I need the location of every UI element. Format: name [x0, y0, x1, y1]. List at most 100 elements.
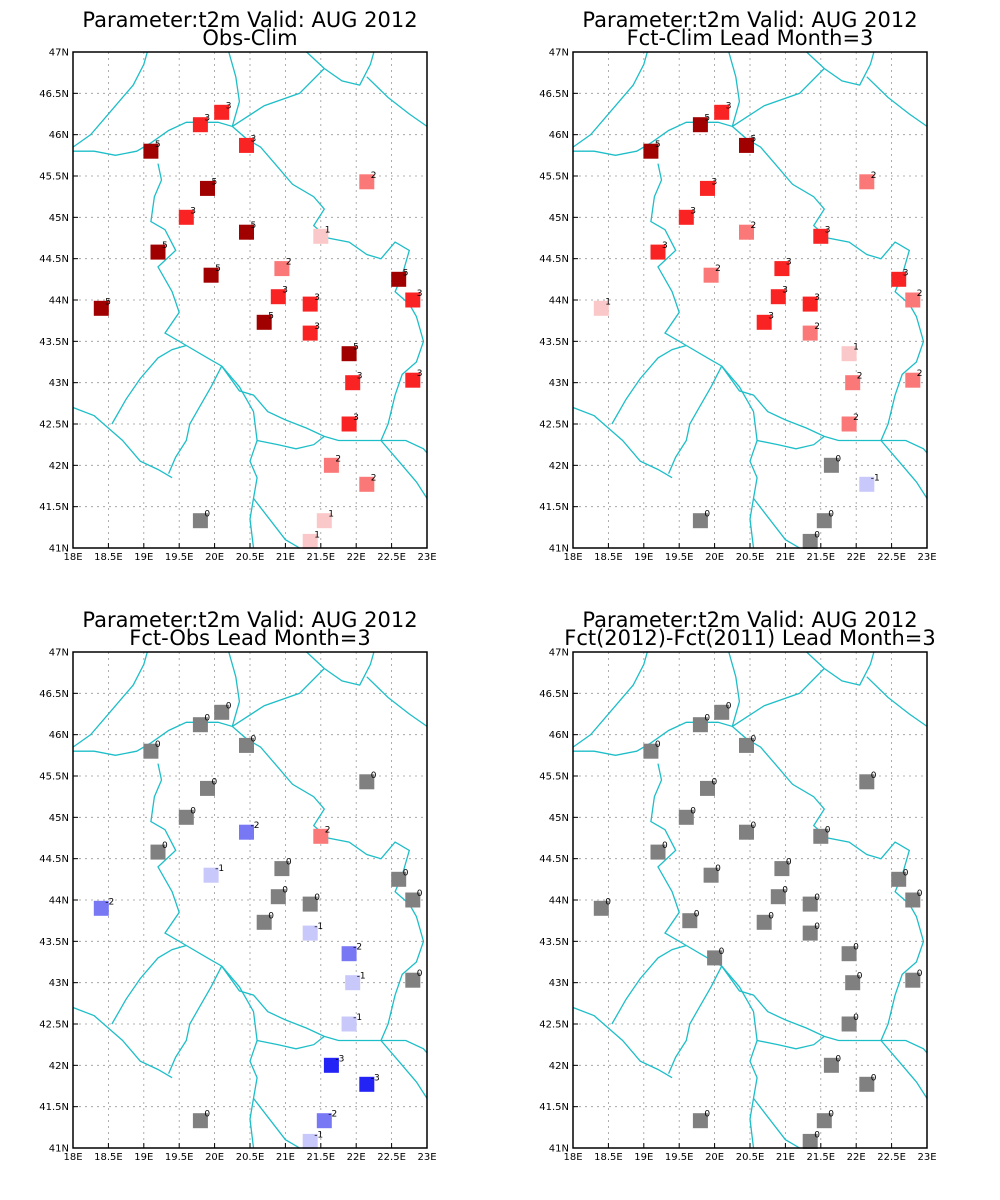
- station-marker: [650, 244, 666, 260]
- station-marker: [192, 513, 208, 529]
- y-tick-label: 45N: [49, 213, 69, 224]
- x-tick-label: 20.5E: [236, 1152, 265, 1163]
- station-marker: [405, 972, 421, 988]
- station-marker: [93, 300, 109, 316]
- station-value-label: 5: [162, 241, 168, 251]
- station-value-label: 0: [715, 864, 721, 874]
- y-tick-label: 45N: [49, 813, 69, 824]
- border-line: [228, 651, 241, 727]
- x-tick-label: 18E: [63, 1152, 82, 1163]
- x-tick-label: 23E: [917, 1152, 936, 1163]
- station-marker: [692, 513, 708, 529]
- station-value-label: 0: [768, 911, 774, 921]
- station-marker: [313, 828, 329, 844]
- border-line: [728, 51, 741, 127]
- station-value-label: 0: [655, 740, 661, 750]
- border-line: [573, 121, 925, 441]
- border-line: [72, 651, 148, 748]
- station-value-label: 0: [828, 510, 834, 520]
- border-line: [866, 76, 928, 127]
- station-marker: [302, 925, 318, 941]
- x-tick-label: 22E: [347, 1152, 366, 1163]
- map-panel-fct-clim: Parameter:t2m Valid: AUG 2012 Fct-Clim L…: [539, 8, 936, 563]
- border-line: [866, 676, 928, 727]
- station-value-label: 0: [282, 886, 288, 896]
- station-marker: [256, 914, 272, 930]
- x-tick-label: 21E: [776, 552, 795, 563]
- station-marker: [802, 1133, 818, 1149]
- y-tick-label: 45N: [549, 813, 569, 824]
- panel-title: Parameter:t2m Valid: AUG 2012: [582, 8, 917, 32]
- border-line: [72, 406, 173, 479]
- y-tick-label: 45.5N: [539, 772, 569, 783]
- station-value-label: 3: [726, 101, 732, 111]
- station-marker: [214, 704, 230, 720]
- x-tick-label: 19.5E: [665, 1152, 694, 1163]
- border-line: [256, 435, 325, 450]
- station-marker: [905, 372, 921, 388]
- station-marker: [302, 1133, 318, 1149]
- x-tick-label: 20.5E: [736, 552, 765, 563]
- station-marker: [643, 143, 659, 159]
- station-marker: [703, 867, 719, 883]
- station-value-label: 2: [814, 322, 820, 332]
- station-marker: [270, 889, 286, 905]
- y-tick-label: 41N: [49, 544, 69, 555]
- border-line: [611, 944, 687, 1025]
- station-value-label: 0: [662, 841, 668, 851]
- station-marker: [813, 828, 829, 844]
- x-tick-label: 22.5E: [377, 1152, 406, 1163]
- x-tick-label: 18E: [63, 552, 82, 563]
- station-marker: [405, 892, 421, 908]
- border-line: [231, 668, 325, 727]
- station-marker: [203, 267, 219, 283]
- station-value-label: 0: [605, 897, 611, 907]
- map-panel-fct-obs: Parameter:t2m Valid: AUG 2012 Fct-Obs Le…: [39, 608, 436, 1163]
- y-tick-label: 45.5N: [539, 172, 569, 183]
- station-value-label: -2: [251, 821, 260, 831]
- panel-subtitle: Fct-Obs Lead Month=3: [129, 626, 370, 650]
- station-value-label: 3: [417, 369, 423, 379]
- station-marker: [316, 1113, 332, 1129]
- station-marker: [341, 946, 357, 962]
- station-marker: [841, 946, 857, 962]
- station-value-label: 2: [371, 171, 377, 181]
- border-line: [111, 944, 187, 1025]
- station-marker: [756, 914, 772, 930]
- border-line: [752, 1098, 800, 1149]
- station-marker: [692, 717, 708, 733]
- station-marker: [802, 533, 818, 549]
- border-line: [752, 498, 800, 549]
- station-value-label: -3: [371, 1073, 380, 1083]
- station-marker: [802, 896, 818, 912]
- station-value-label: 0: [251, 734, 257, 744]
- y-tick-label: 47N: [49, 48, 69, 59]
- station-value-label: 2: [917, 289, 923, 299]
- station-marker: [178, 809, 194, 825]
- y-tick-label: 47N: [549, 48, 569, 59]
- y-tick-label: 44N: [49, 296, 69, 307]
- y-tick-label: 46N: [549, 130, 569, 141]
- station-marker: [682, 913, 698, 929]
- station-value-label: 0: [704, 1110, 710, 1120]
- station-marker: [302, 533, 318, 549]
- x-tick-label: 22E: [847, 552, 866, 563]
- station-value-label: 2: [286, 258, 292, 268]
- station-value-label: 3: [226, 101, 232, 111]
- border-line: [731, 68, 825, 127]
- station-value-label: -1: [314, 922, 323, 932]
- country-borders: [72, 651, 428, 1149]
- station-value-label: 3: [782, 286, 788, 296]
- station-marker: [341, 1016, 357, 1032]
- station-marker: [323, 457, 339, 473]
- station-marker: [841, 1016, 857, 1032]
- border-line: [573, 721, 925, 1041]
- station-value-label: -3: [335, 1054, 344, 1064]
- station-marker: [239, 737, 254, 753]
- axis-ticks: 18E 18.5E 19E 19.5E 20E 20.5E 21E 21.5E 22E 22.5E…: [39, 48, 436, 564]
- border-line: [221, 365, 258, 549]
- station-marker: [802, 925, 818, 941]
- y-tick-label: 41.5N: [39, 502, 69, 513]
- y-tick-label: 43.5N: [39, 337, 69, 348]
